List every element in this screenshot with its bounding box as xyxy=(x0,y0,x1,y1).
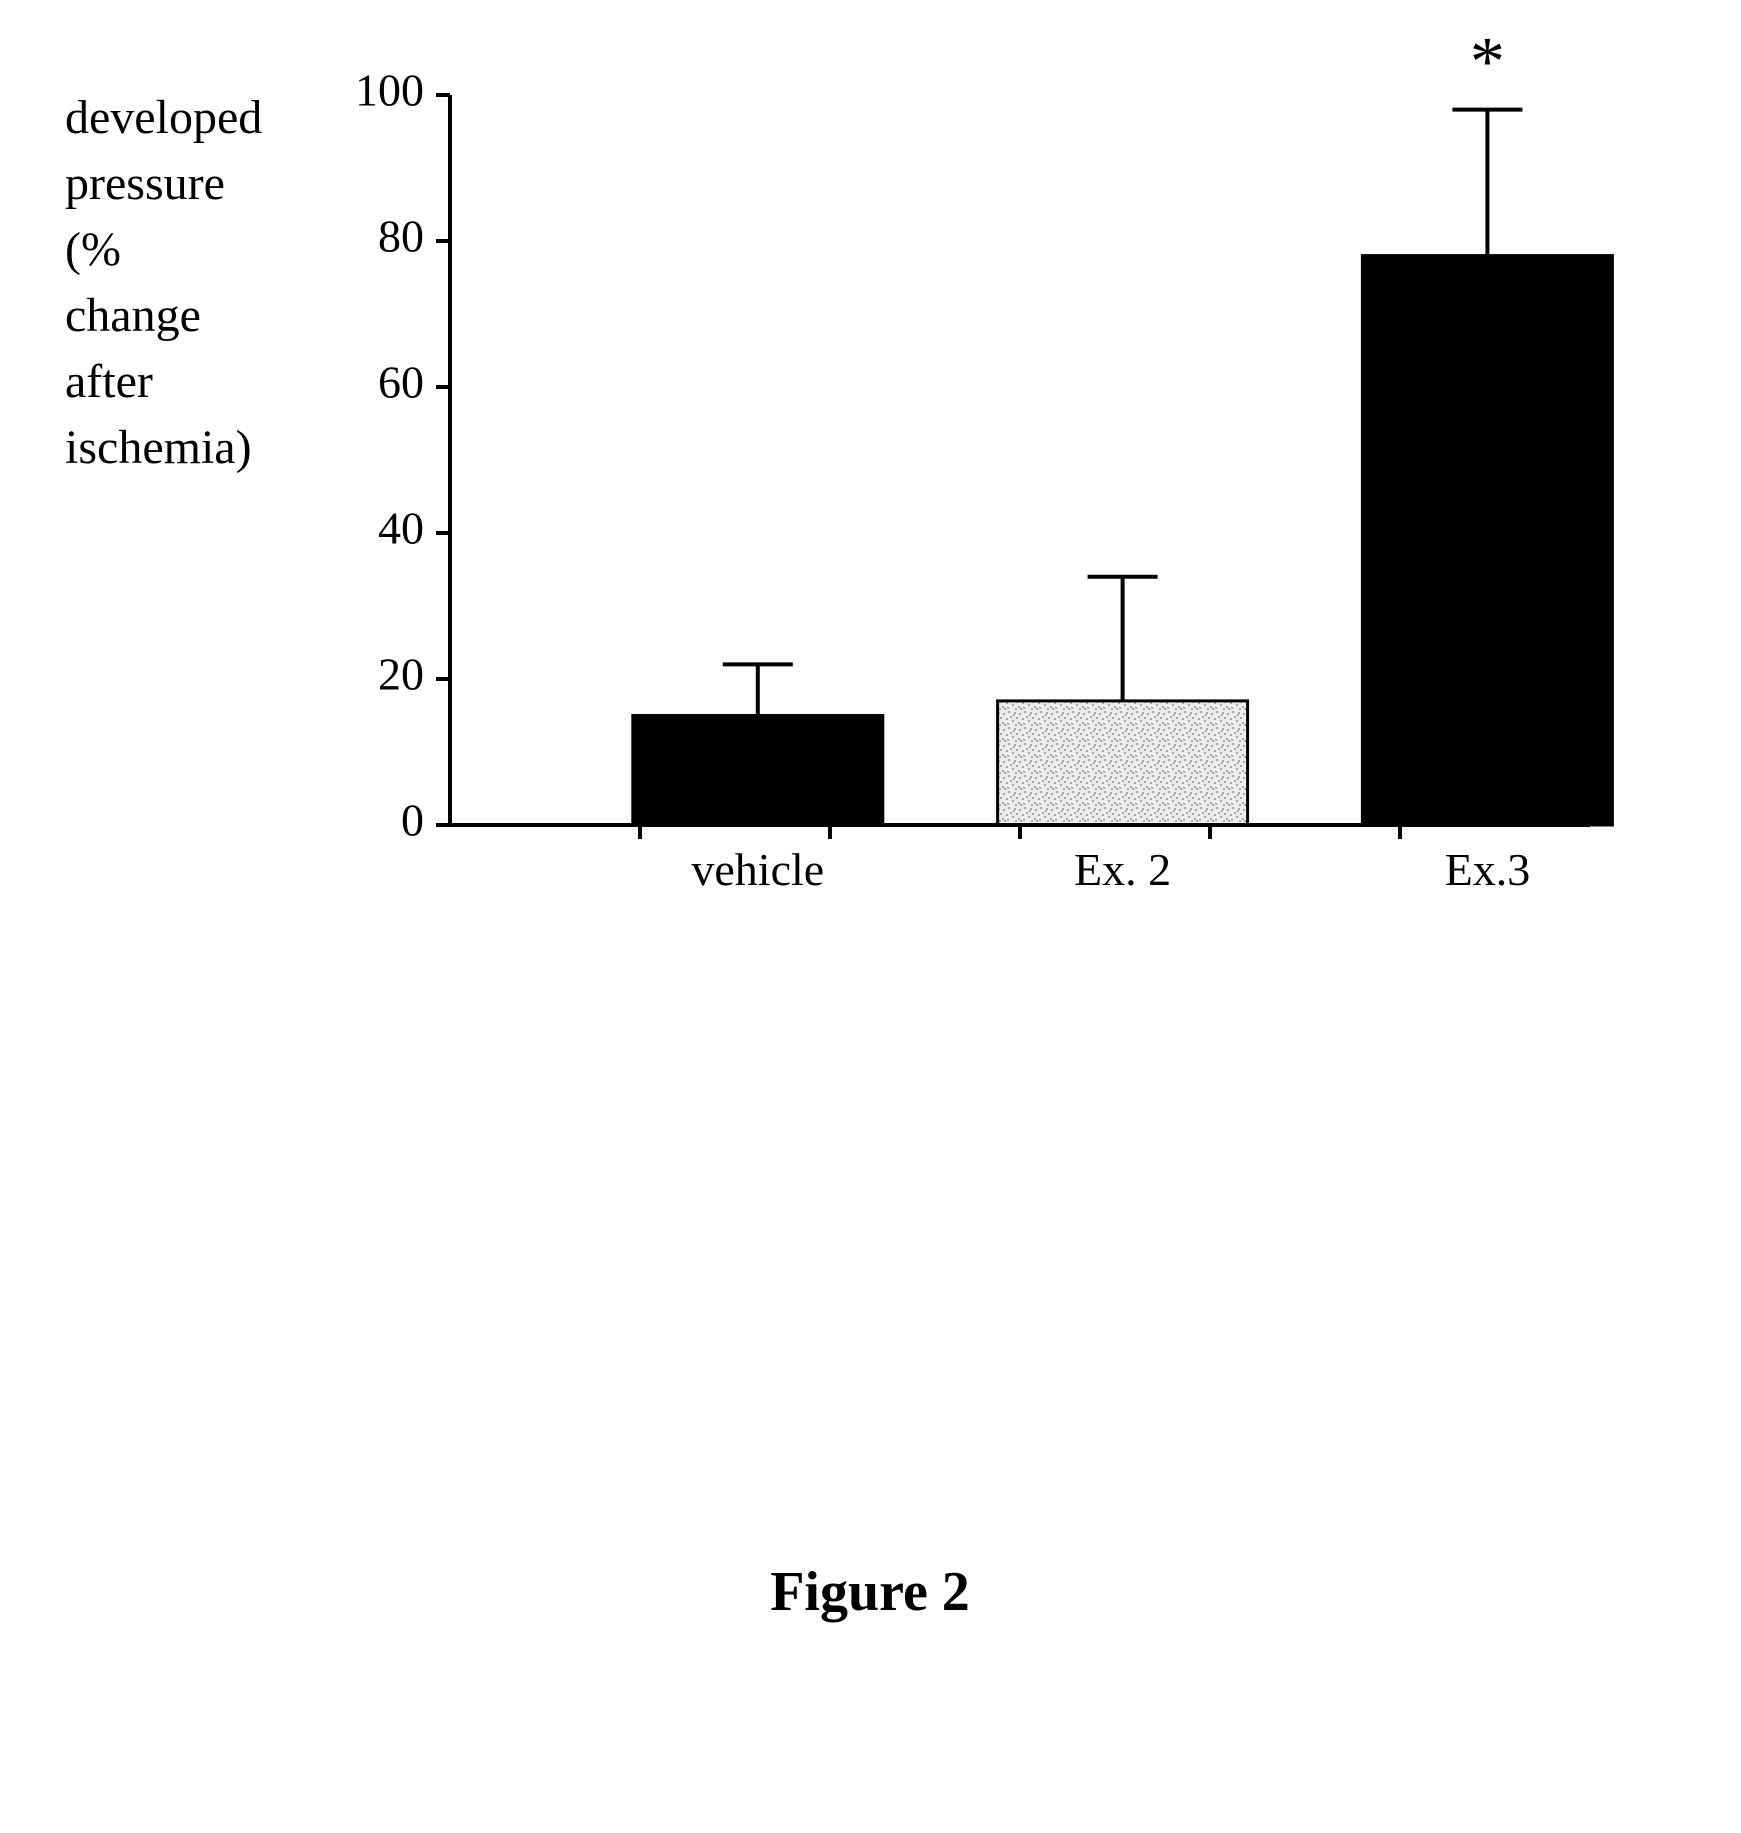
figure-caption: Figure 2 xyxy=(0,1560,1740,1624)
bar-chart: 0 20 40 60 80 100 vehicle Ex. 2 Ex.3 * xyxy=(330,0,1650,935)
y-axis-label: developed pressure (% change after ische… xyxy=(65,85,262,481)
y-tick-label: 40 xyxy=(378,503,424,554)
category-label: vehicle xyxy=(691,844,824,895)
category-label: Ex.3 xyxy=(1445,844,1531,895)
category-label: Ex. 2 xyxy=(1074,844,1171,895)
bar xyxy=(998,701,1248,825)
bar-chart-svg: 0 20 40 60 80 100 vehicle Ex. 2 Ex.3 * xyxy=(330,0,1650,935)
significance-marker: * xyxy=(1470,24,1505,101)
y-tick-label: 0 xyxy=(401,795,424,846)
y-tick-label: 80 xyxy=(378,211,424,262)
y-tick-label: 60 xyxy=(378,357,424,408)
y-tick-label: 100 xyxy=(355,65,424,116)
bar xyxy=(1362,256,1612,825)
page: { "chart": { "type": "bar", "plot": { "x… xyxy=(0,0,1741,1833)
y-tick-label: 20 xyxy=(378,649,424,700)
bar xyxy=(633,716,883,826)
